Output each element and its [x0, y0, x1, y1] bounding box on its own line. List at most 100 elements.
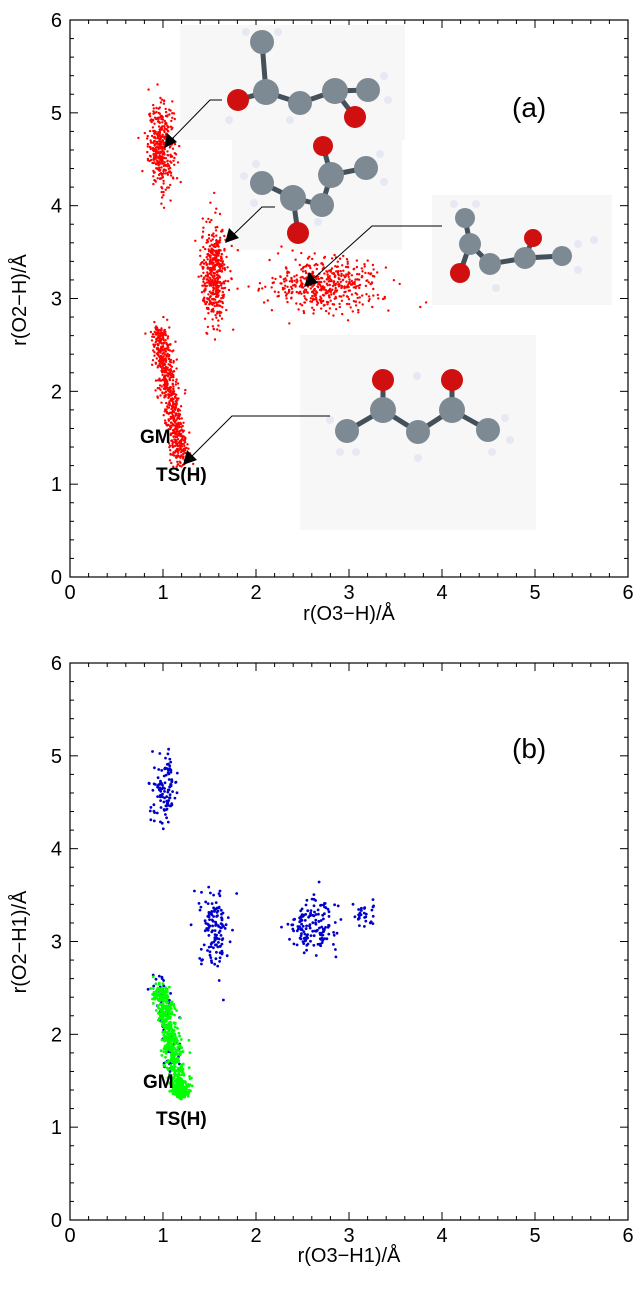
- scatter-point: [219, 282, 223, 285]
- scatter-point: [174, 1036, 178, 1039]
- scatter-point: [266, 299, 269, 302]
- scatter-point: [217, 291, 220, 294]
- scatter-point: [309, 911, 312, 915]
- callout-arrowhead-middle-right: [304, 272, 318, 287]
- scatter-point: [320, 276, 324, 280]
- scatter-point: [159, 177, 162, 180]
- scatter-point: [144, 332, 147, 335]
- scatter-point: [371, 922, 375, 925]
- scatter-point: [304, 265, 307, 268]
- scatter-point: [151, 335, 154, 338]
- scatter-point: [176, 1039, 179, 1043]
- scatter-point: [176, 451, 180, 454]
- scatter-point: [312, 904, 316, 908]
- scatter-point: [376, 293, 379, 297]
- scatter-point: [158, 981, 161, 985]
- scatter-point: [153, 320, 156, 324]
- scatter-point: [332, 931, 335, 934]
- scatter-point: [157, 111, 160, 115]
- scatter-point: [210, 911, 213, 915]
- scatter-point: [166, 171, 169, 175]
- x-tick-label: 0: [64, 1225, 75, 1247]
- scatter-point: [216, 964, 220, 968]
- scatter-point: [155, 337, 158, 341]
- scatter-point: [215, 293, 219, 296]
- scatter-point: [268, 258, 271, 262]
- scatter-point: [166, 159, 169, 162]
- scatter-point: [179, 1097, 183, 1101]
- scatter-point: [333, 903, 336, 907]
- scatter-point: [171, 440, 175, 444]
- scatter-point: [152, 182, 155, 186]
- scatter-point: [170, 1012, 174, 1016]
- scatter-point: [170, 412, 174, 415]
- scatter-point: [176, 399, 179, 402]
- scatter-point: [317, 920, 321, 923]
- scatter-point: [306, 291, 309, 294]
- scatter-point: [171, 453, 174, 456]
- scatter-point: [210, 918, 214, 922]
- scatter-point: [171, 1060, 175, 1064]
- scatter-point: [161, 1030, 165, 1034]
- scatter-point: [179, 1016, 182, 1020]
- scatter-point: [153, 144, 156, 147]
- scatter-point: [177, 1046, 180, 1050]
- scatter-point: [226, 916, 230, 919]
- scatter-point: [258, 282, 262, 285]
- scatter-point: [161, 370, 165, 373]
- scatter-point: [331, 284, 335, 288]
- scatter-point: [149, 987, 153, 990]
- scatter-point: [207, 312, 210, 315]
- scatter-point: [179, 434, 182, 437]
- scatter-point: [176, 460, 179, 463]
- scatter-point: [313, 252, 316, 255]
- scatter-point: [156, 160, 160, 164]
- y-tick-label: 5: [51, 746, 62, 768]
- scatter-point: [165, 401, 168, 405]
- scatter-point: [169, 770, 173, 774]
- scatter-point: [341, 264, 344, 267]
- scatter-point: [178, 464, 182, 467]
- scatter-point: [208, 918, 211, 921]
- scatter-point: [211, 238, 214, 241]
- panel-b-x-axis-label: r(O3−H1)/Å: [298, 1244, 401, 1267]
- scatter-point: [350, 279, 353, 283]
- scatter-point: [217, 245, 220, 248]
- scatter-point: [219, 259, 223, 263]
- scatter-point: [169, 992, 173, 995]
- scatter-point: [376, 271, 379, 274]
- scatter-point: [177, 425, 181, 429]
- scatter-point: [222, 998, 225, 1002]
- x-tick-label: 3: [343, 582, 354, 604]
- scatter-point: [326, 303, 329, 306]
- scatter-point: [184, 1090, 188, 1094]
- scatter-point: [312, 934, 316, 938]
- scatter-point: [214, 922, 218, 926]
- scatter-point: [218, 960, 222, 963]
- scatter-point: [167, 1045, 170, 1049]
- scatter-point: [166, 790, 170, 794]
- scatter-point: [341, 285, 344, 288]
- scatter-point: [159, 171, 163, 175]
- scatter-point: [274, 277, 277, 281]
- scatter-point: [183, 392, 187, 395]
- scatter-point: [168, 985, 171, 989]
- scatter-point: [306, 909, 310, 913]
- scatter-point: [308, 914, 312, 918]
- scatter-point: [295, 278, 298, 281]
- scatter-point: [315, 298, 318, 301]
- scatter-point: [183, 1080, 187, 1083]
- scatter-point: [149, 119, 152, 122]
- scatter-point: [159, 140, 163, 144]
- scatter-point: [161, 373, 164, 377]
- scatter-point: [169, 145, 172, 148]
- scatter-point: [215, 207, 218, 210]
- scatter-point: [338, 257, 342, 260]
- scatter-point: [167, 406, 170, 409]
- scatter-point: [323, 937, 327, 940]
- scatter-point: [327, 301, 330, 304]
- scatter-point: [168, 1072, 171, 1076]
- panel-a-points: [137, 83, 428, 468]
- scatter-point: [170, 376, 174, 379]
- scatter-point: [371, 305, 374, 309]
